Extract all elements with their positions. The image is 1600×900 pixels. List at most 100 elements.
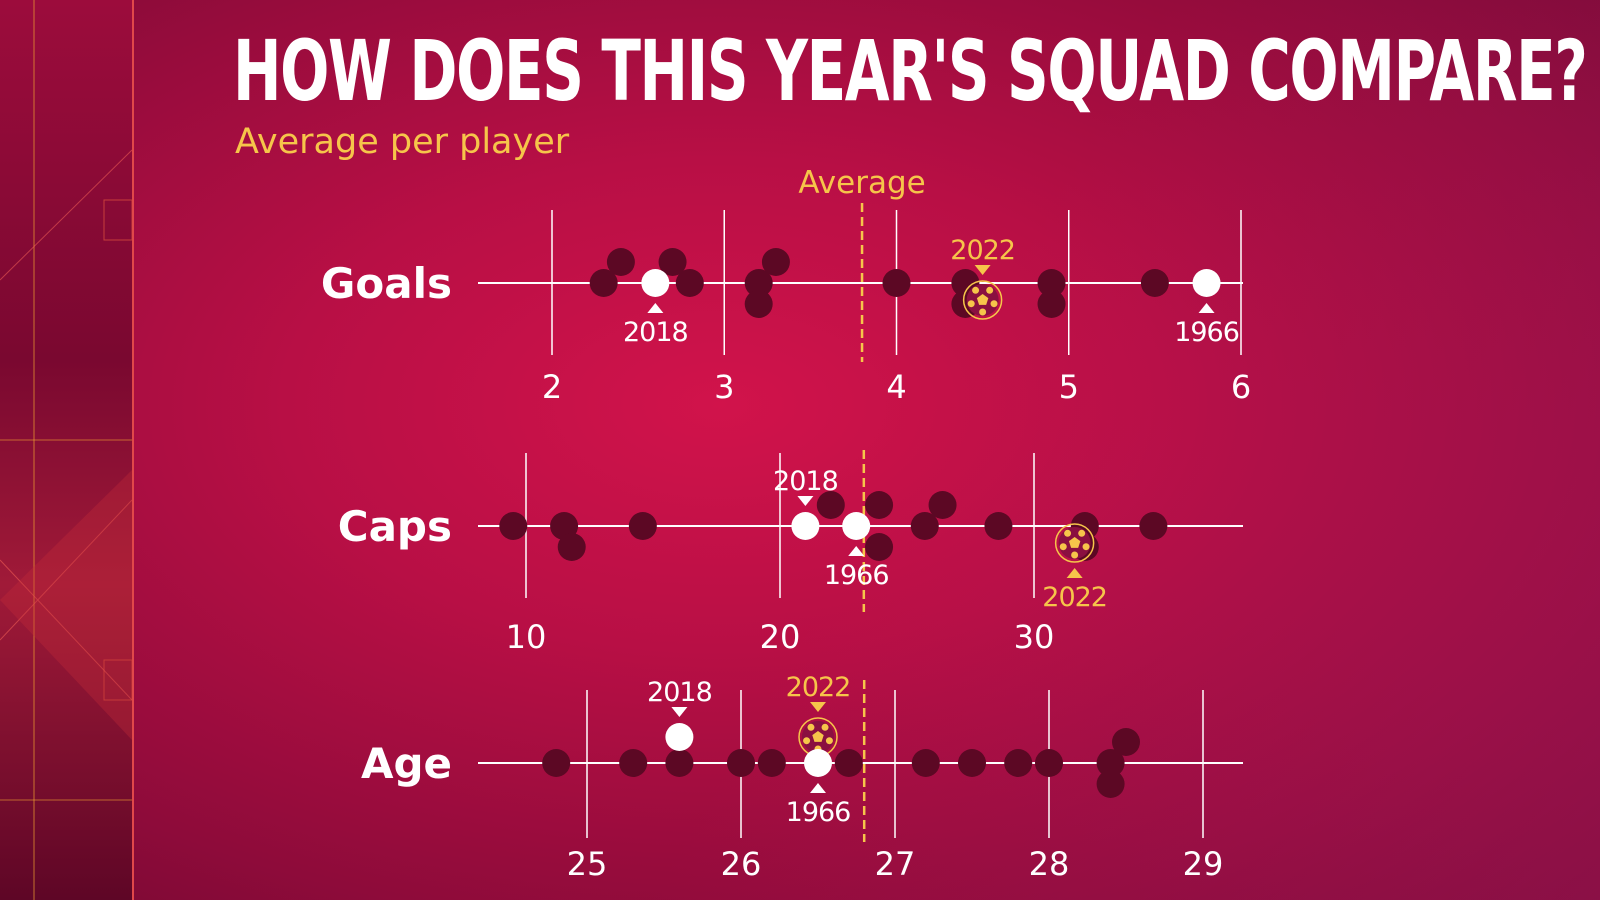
team-dot bbox=[727, 749, 755, 777]
football-patch bbox=[821, 723, 829, 731]
football-pentagon bbox=[812, 731, 824, 742]
team-dot bbox=[658, 248, 687, 276]
football-pentagon bbox=[1068, 537, 1081, 548]
football-icon-ring bbox=[962, 280, 1003, 320]
team-dot bbox=[958, 749, 986, 777]
team-dot bbox=[589, 269, 618, 297]
team-dot bbox=[1035, 749, 1063, 777]
decorative-side-strip bbox=[0, 0, 134, 900]
football-patch bbox=[1078, 529, 1086, 537]
highlight-2018: 2018 bbox=[773, 466, 839, 540]
highlight-1966: 1966 bbox=[824, 512, 890, 591]
team-dot bbox=[1096, 749, 1125, 777]
team-dot bbox=[1112, 728, 1140, 756]
team-dot bbox=[865, 533, 894, 561]
highlight-dot bbox=[641, 269, 670, 297]
football-patch bbox=[1064, 529, 1072, 537]
highlight-label: 2022 bbox=[950, 235, 1015, 266]
triangle-down-icon bbox=[671, 707, 688, 717]
tick-label: 10 bbox=[506, 618, 547, 656]
tick-label: 30 bbox=[1014, 618, 1055, 656]
row-label: Caps bbox=[338, 502, 452, 551]
tick-label: 4 bbox=[886, 368, 906, 406]
chart-subtitle: Average per player bbox=[235, 122, 570, 162]
side-pattern bbox=[0, 0, 132, 900]
team-dot bbox=[984, 512, 1013, 540]
football-patch bbox=[807, 723, 815, 731]
tick-label: 25 bbox=[567, 845, 608, 883]
chart-row-goals: Goals 2 3 4 5 6 2018 2022 1966 bbox=[321, 203, 1251, 406]
team-dots bbox=[589, 248, 1169, 318]
team-dot bbox=[865, 491, 894, 519]
tick-label: 2 bbox=[542, 368, 562, 406]
team-dot bbox=[744, 269, 773, 297]
highlight-dot bbox=[804, 749, 832, 777]
team-dot bbox=[499, 512, 528, 540]
team-dot bbox=[606, 248, 635, 276]
highlight-label: 1966 bbox=[824, 560, 889, 591]
row-label: Age bbox=[361, 739, 452, 788]
highlight-1966: 1966 bbox=[1174, 269, 1240, 348]
team-dot bbox=[675, 269, 704, 297]
highlight-label: 1966 bbox=[1174, 317, 1239, 348]
triangle-down-icon bbox=[797, 496, 814, 506]
highlight-dot bbox=[791, 512, 820, 540]
highlight-dot bbox=[1192, 269, 1221, 297]
highlight-label: 1966 bbox=[786, 797, 851, 828]
team-dot bbox=[1140, 269, 1169, 297]
triangle-up-icon bbox=[647, 303, 664, 313]
highlight-2022: 2022 bbox=[786, 672, 851, 757]
team-dots bbox=[542, 728, 1140, 798]
football-patch bbox=[972, 286, 980, 294]
football-patch bbox=[990, 300, 998, 308]
tick-label: 27 bbox=[875, 845, 916, 883]
tick-label: 26 bbox=[721, 845, 762, 883]
tick-label: 3 bbox=[714, 368, 734, 406]
highlight-label: 2022 bbox=[786, 672, 851, 703]
football-patch bbox=[967, 300, 975, 308]
team-dot bbox=[816, 491, 845, 519]
tick-label: 29 bbox=[1183, 845, 1224, 883]
tick-label: 28 bbox=[1029, 845, 1070, 883]
triangle-up-icon bbox=[1066, 568, 1083, 578]
team-dot bbox=[619, 749, 648, 777]
team-dot bbox=[882, 269, 911, 297]
team-dot bbox=[761, 248, 790, 276]
football-pentagon bbox=[976, 294, 989, 305]
football-patch bbox=[1082, 543, 1090, 551]
chart-row-caps: Caps 10 20 30 2018 1966 2022 bbox=[338, 450, 1243, 656]
highlight-2022: 2022 bbox=[950, 235, 1016, 320]
team-dot bbox=[665, 749, 694, 777]
team-dot bbox=[757, 749, 786, 777]
highlight-label: 2022 bbox=[1042, 582, 1107, 613]
triangle-up-icon bbox=[848, 546, 865, 556]
football-patch bbox=[986, 286, 994, 294]
tick-label: 5 bbox=[1059, 368, 1079, 406]
team-dot bbox=[928, 491, 957, 519]
highlight-label: 2018 bbox=[623, 317, 688, 348]
team-dot bbox=[1037, 290, 1066, 318]
team-dot bbox=[1139, 512, 1168, 540]
highlight-dot bbox=[842, 512, 871, 540]
highlight-2022: 2022 bbox=[1042, 523, 1108, 613]
team-dot bbox=[1004, 749, 1033, 777]
football-patch bbox=[1059, 543, 1067, 551]
highlight-dot bbox=[665, 723, 694, 751]
team-dot bbox=[557, 533, 586, 561]
average-label: Average bbox=[798, 165, 925, 201]
highlight-label: 2018 bbox=[773, 466, 838, 497]
team-dot bbox=[628, 512, 657, 540]
football-patch bbox=[803, 737, 811, 745]
team-dot bbox=[1096, 770, 1125, 798]
triangle-down-icon bbox=[810, 702, 826, 712]
tick-label: 6 bbox=[1231, 368, 1251, 406]
highlight-1966: 1966 bbox=[786, 749, 851, 828]
triangle-down-icon bbox=[974, 265, 991, 275]
triangle-up-icon bbox=[1198, 303, 1215, 313]
team-dot bbox=[911, 749, 940, 777]
football-patch bbox=[825, 737, 833, 745]
highlight-2018: 2018 bbox=[623, 269, 689, 348]
team-dot bbox=[542, 749, 571, 777]
